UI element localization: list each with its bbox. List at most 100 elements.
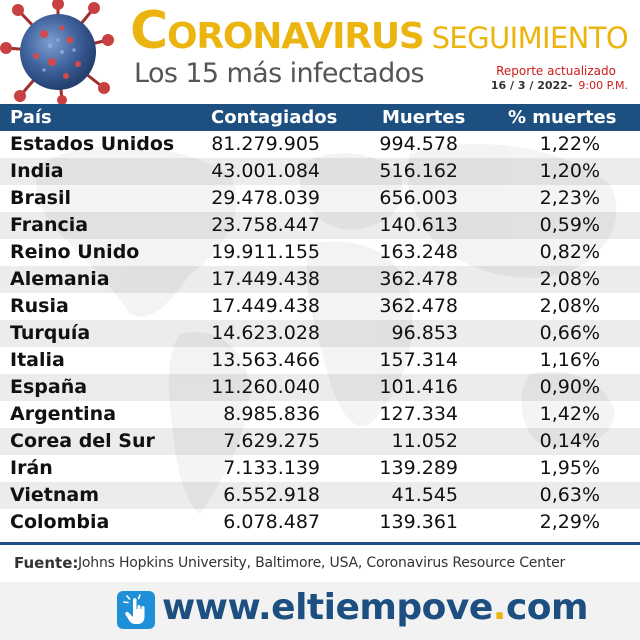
table-row: Argentina 8.985.836 127.334 1,42% [0, 401, 640, 428]
cell-cases: 17.449.438 [211, 295, 320, 317]
url-name: eltiempove [271, 587, 493, 628]
table-row: Colombia 6.078.487 139.361 2,29% [0, 509, 640, 536]
table-row: Francia 23.758.447 140.613 0,59% [0, 212, 640, 239]
cell-deaths: 41.545 [391, 484, 458, 506]
cell-death-rate: 2,08% [539, 295, 600, 317]
infection-table: Estados Unidos 81.279.905 994.578 1,22% Indi… [0, 104, 640, 536]
source-line: Fuente: Johns Hopkins University, Baltim… [0, 542, 640, 582]
cell-deaths: 101.416 [379, 376, 458, 398]
cell-deaths: 994.578 [379, 133, 458, 155]
table-row: Vietnam 6.552.918 41.545 0,63% [0, 482, 640, 509]
column-header-country: País [10, 107, 52, 128]
cell-country: Argentina [10, 403, 117, 425]
cell-cases: 81.279.905 [211, 133, 320, 155]
cell-country: Corea del Sur [10, 430, 155, 452]
cell-death-rate: 1,22% [539, 133, 600, 155]
report-date: 16 / 3 / 2022- 9:00 P.M. [491, 79, 628, 92]
site-banner: www.eltiempove.com [0, 582, 640, 640]
table-row: India 43.001.084 516.162 1,20% [0, 158, 640, 185]
cell-death-rate: 0,90% [539, 376, 600, 398]
cell-deaths: 362.478 [379, 268, 458, 290]
cell-death-rate: 0,14% [539, 430, 600, 452]
click-hand-icon [117, 591, 155, 629]
cell-country: Colombia [10, 511, 110, 533]
cell-country: Vietnam [10, 484, 99, 506]
column-header-death-rate: % muertes [508, 107, 617, 128]
cell-death-rate: 1,16% [539, 349, 600, 371]
table-row: Irán 7.133.139 139.289 1,95% [0, 455, 640, 482]
cell-cases: 7.133.139 [223, 457, 320, 479]
cell-country: Francia [10, 214, 89, 236]
cell-deaths: 11.052 [391, 430, 458, 452]
table-row: Rusia 17.449.438 362.478 2,08% [0, 293, 640, 320]
cell-death-rate: 1,20% [539, 160, 600, 182]
website-url[interactable]: www.eltiempove.com [162, 587, 589, 628]
cell-death-rate: 0,63% [539, 484, 600, 506]
cell-country: Reino Unido [10, 241, 140, 263]
table-row: Alemania 17.449.438 362.478 2,08% [0, 266, 640, 293]
cell-death-rate: 1,42% [539, 403, 600, 425]
cell-deaths: 163.248 [379, 241, 458, 263]
cell-country: España [10, 376, 88, 398]
column-header-deaths: Muertes [382, 107, 466, 128]
url-www: www. [162, 587, 272, 628]
cell-deaths: 139.361 [379, 511, 458, 533]
cell-deaths: 96.853 [391, 322, 458, 344]
cell-cases: 19.911.155 [211, 241, 320, 263]
cell-country: Brasil [10, 187, 72, 209]
table-body: Estados Unidos 81.279.905 994.578 1,22% Indi… [0, 131, 640, 536]
cell-cases: 29.478.039 [211, 187, 320, 209]
report-label: Reporte actualizado [496, 64, 616, 78]
cell-death-rate: 0,82% [539, 241, 600, 263]
cell-death-rate: 2,08% [539, 268, 600, 290]
subtitle: Los 15 más infectados [134, 58, 425, 89]
table-row: Italia 13.563.466 157.314 1,16% [0, 347, 640, 374]
title-rest: ORONAVIRUS [166, 16, 425, 57]
title: CORONAVIRUS SEGUIMIENTO [130, 2, 629, 60]
cell-country: Turquía [10, 322, 91, 344]
cell-cases: 23.758.447 [211, 214, 320, 236]
url-tld: com [505, 587, 589, 628]
cell-death-rate: 1,95% [539, 457, 600, 479]
cell-death-rate: 0,59% [539, 214, 600, 236]
cell-cases: 6.078.487 [223, 511, 320, 533]
column-header-cases: Contagiados [211, 107, 338, 128]
table-header: País Contagiados Muertes % muertes [0, 104, 640, 131]
table-row: Turquía 14.623.028 96.853 0,66% [0, 320, 640, 347]
cell-country: Italia [10, 349, 65, 371]
table-row: Estados Unidos 81.279.905 994.578 1,22% [0, 131, 640, 158]
cell-deaths: 139.289 [379, 457, 458, 479]
source-label: Fuente: [14, 554, 79, 572]
cell-country: Rusia [10, 295, 69, 317]
cell-cases: 14.623.028 [211, 322, 320, 344]
cell-death-rate: 0,66% [539, 322, 600, 344]
cell-deaths: 362.478 [379, 295, 458, 317]
cell-cases: 7.629.275 [223, 430, 320, 452]
coronavirus-icon [0, 0, 114, 104]
cell-deaths: 140.613 [379, 214, 458, 236]
cell-deaths: 516.162 [379, 160, 458, 182]
cell-death-rate: 2,29% [539, 511, 600, 533]
cell-death-rate: 2,23% [539, 187, 600, 209]
report-time: 9:00 P.M. [578, 79, 628, 92]
cell-country: Estados Unidos [10, 133, 175, 155]
cell-country: India [10, 160, 64, 182]
cell-deaths: 656.003 [379, 187, 458, 209]
title-main: CORONAVIRUS [130, 2, 425, 60]
source-text: Johns Hopkins University, Baltimore, USA… [78, 555, 566, 571]
report-date-value: 16 / 3 / 2022- [490, 79, 573, 92]
cell-country: Alemania [10, 268, 110, 290]
table-row: Reino Unido 19.911.155 163.248 0,82% [0, 239, 640, 266]
cell-cases: 43.001.084 [211, 160, 320, 182]
table-row: Corea del Sur 7.629.275 11.052 0,14% [0, 428, 640, 455]
table-row: España 11.260.040 101.416 0,90% [0, 374, 640, 401]
title-initial: C [130, 1, 168, 61]
cell-deaths: 127.334 [379, 403, 458, 425]
title-secondary: SEGUIMIENTO [431, 21, 629, 55]
cell-cases: 8.985.836 [223, 403, 320, 425]
url-dot: . [492, 587, 507, 628]
cell-cases: 11.260.040 [211, 376, 320, 398]
cell-deaths: 157.314 [379, 349, 458, 371]
header: CORONAVIRUS SEGUIMIENTO Los 15 más infect… [0, 0, 640, 104]
